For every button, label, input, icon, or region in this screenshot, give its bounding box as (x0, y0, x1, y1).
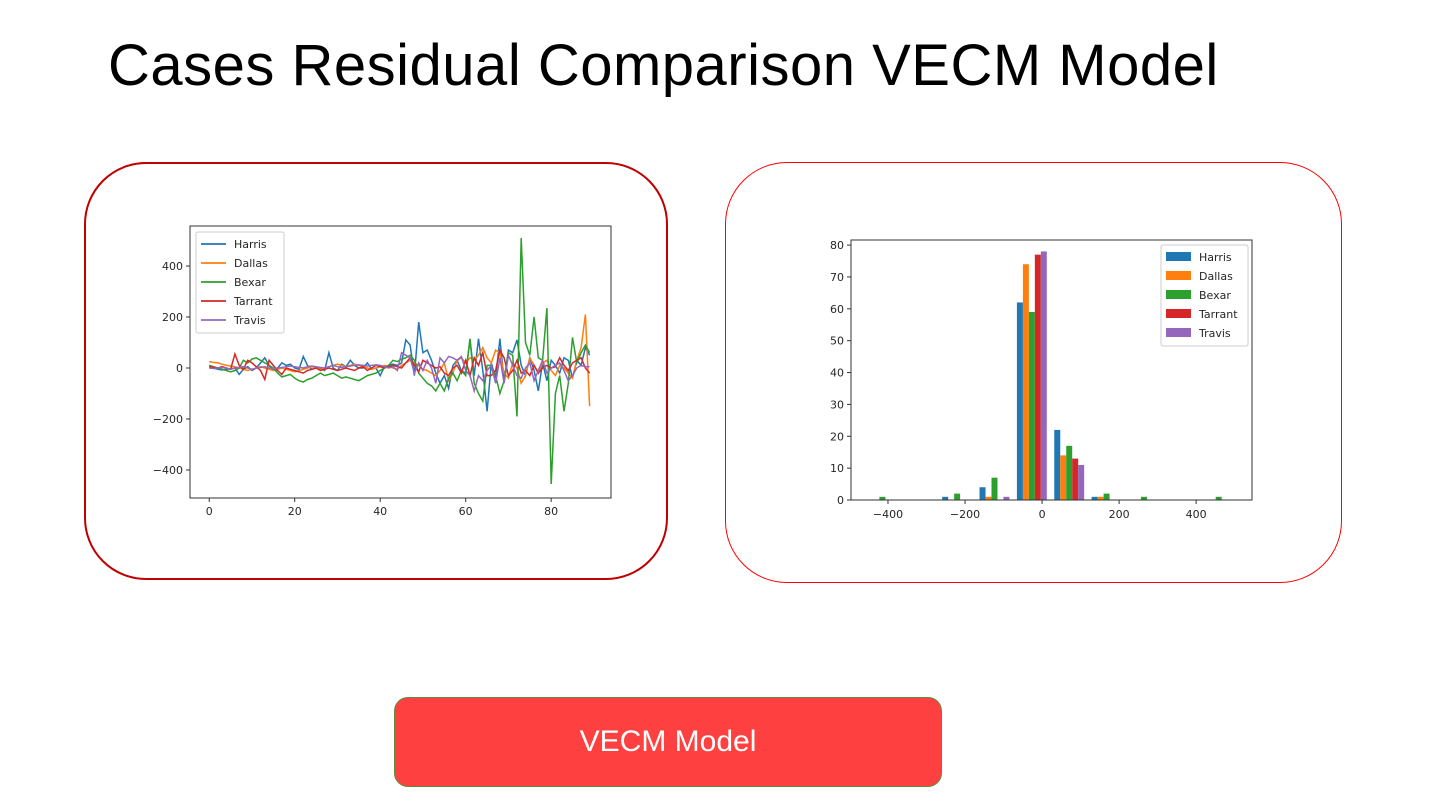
y-tick-label: 50 (830, 335, 844, 348)
hist-bar-travis (1040, 251, 1047, 500)
y-tick-label: 0 (837, 494, 844, 507)
x-tick-label: 80 (544, 505, 558, 518)
x-tick-label: 200 (1109, 508, 1130, 521)
legend-label-tarrant: Tarrant (233, 295, 273, 308)
legend-label-dallas: Dallas (234, 257, 268, 270)
y-tick-label: 70 (830, 271, 844, 284)
x-tick-label: 400 (1186, 508, 1207, 521)
x-tick-label: 60 (459, 505, 473, 518)
y-tick-label: 40 (830, 367, 844, 380)
hist-bar-bexar (1215, 496, 1222, 500)
hist-bar-dallas (985, 496, 992, 500)
vecm-model-button[interactable]: VECM Model (394, 697, 942, 787)
legend-box (195, 231, 285, 334)
hist-bar-dallas (1060, 455, 1067, 500)
x-tick-label: −400 (873, 508, 903, 521)
hist-bar-harris (1054, 429, 1061, 500)
hist-bar-harris (942, 496, 949, 500)
vecm-model-button-label: VECM Model (579, 725, 757, 758)
hist-bar-bexar (1103, 493, 1110, 500)
legend-label-bexar: Bexar (234, 276, 266, 289)
legend-label-dallas: Dallas (1199, 270, 1233, 283)
legend-label-bexar: Bexar (1199, 289, 1231, 302)
histogram-axes-frame (850, 239, 1253, 501)
hist-bar-harris (979, 487, 986, 500)
slide-title: Cases Residual Comparison VECM Model (108, 33, 1219, 98)
line-chart-axes-frame (189, 225, 612, 499)
x-tick-label: 20 (288, 505, 302, 518)
hist-bar-bexar (879, 496, 886, 500)
hist-bar-tarrant (1034, 254, 1041, 500)
y-tick-label: 10 (830, 462, 844, 475)
y-tick-label: 60 (830, 303, 844, 316)
hist-bar-dallas (1097, 496, 1104, 500)
hist-bar-harris (1091, 496, 1098, 500)
hist-bar-bexar (1028, 312, 1035, 500)
legend-swatch-tarrant (1166, 309, 1191, 318)
y-tick-label: 0 (176, 362, 183, 375)
hist-bar-bexar (991, 477, 998, 500)
x-tick-label: 40 (373, 505, 387, 518)
legend-swatch-harris (1166, 252, 1191, 261)
legend-label-travis: Travis (233, 314, 266, 327)
line-series-travis (209, 351, 590, 394)
hist-bar-bexar (954, 493, 961, 500)
hist-bar-bexar (1066, 445, 1073, 500)
y-tick-label: 400 (162, 260, 183, 273)
y-tick-label: 30 (830, 398, 844, 411)
y-tick-label: −400 (153, 464, 183, 477)
y-tick-label: 20 (830, 430, 844, 443)
x-tick-label: −200 (950, 508, 980, 521)
legend-label-harris: Harris (234, 238, 267, 251)
legend-label-harris: Harris (1199, 251, 1232, 264)
hist-bar-dallas (1022, 264, 1029, 500)
line-series-tarrant (209, 347, 591, 382)
legend-swatch-travis (1166, 328, 1191, 337)
x-tick-label: 0 (206, 505, 213, 518)
y-tick-label: −200 (153, 413, 183, 426)
hist-bar-tarrant (1072, 458, 1079, 500)
legend-label-travis: Travis (1198, 327, 1231, 340)
legend-box (1160, 244, 1249, 347)
hist-bar-travis (1078, 464, 1085, 500)
y-tick-label: 200 (162, 311, 183, 324)
legend-label-tarrant: Tarrant (1198, 308, 1238, 321)
legend-swatch-bexar (1166, 290, 1191, 299)
hist-bar-travis (1003, 496, 1010, 500)
y-tick-label: 80 (830, 239, 844, 252)
legend-swatch-dallas (1166, 271, 1191, 280)
x-tick-label: 0 (1039, 508, 1046, 521)
hist-bar-harris (1016, 302, 1023, 500)
hist-bar-bexar (1140, 496, 1147, 500)
